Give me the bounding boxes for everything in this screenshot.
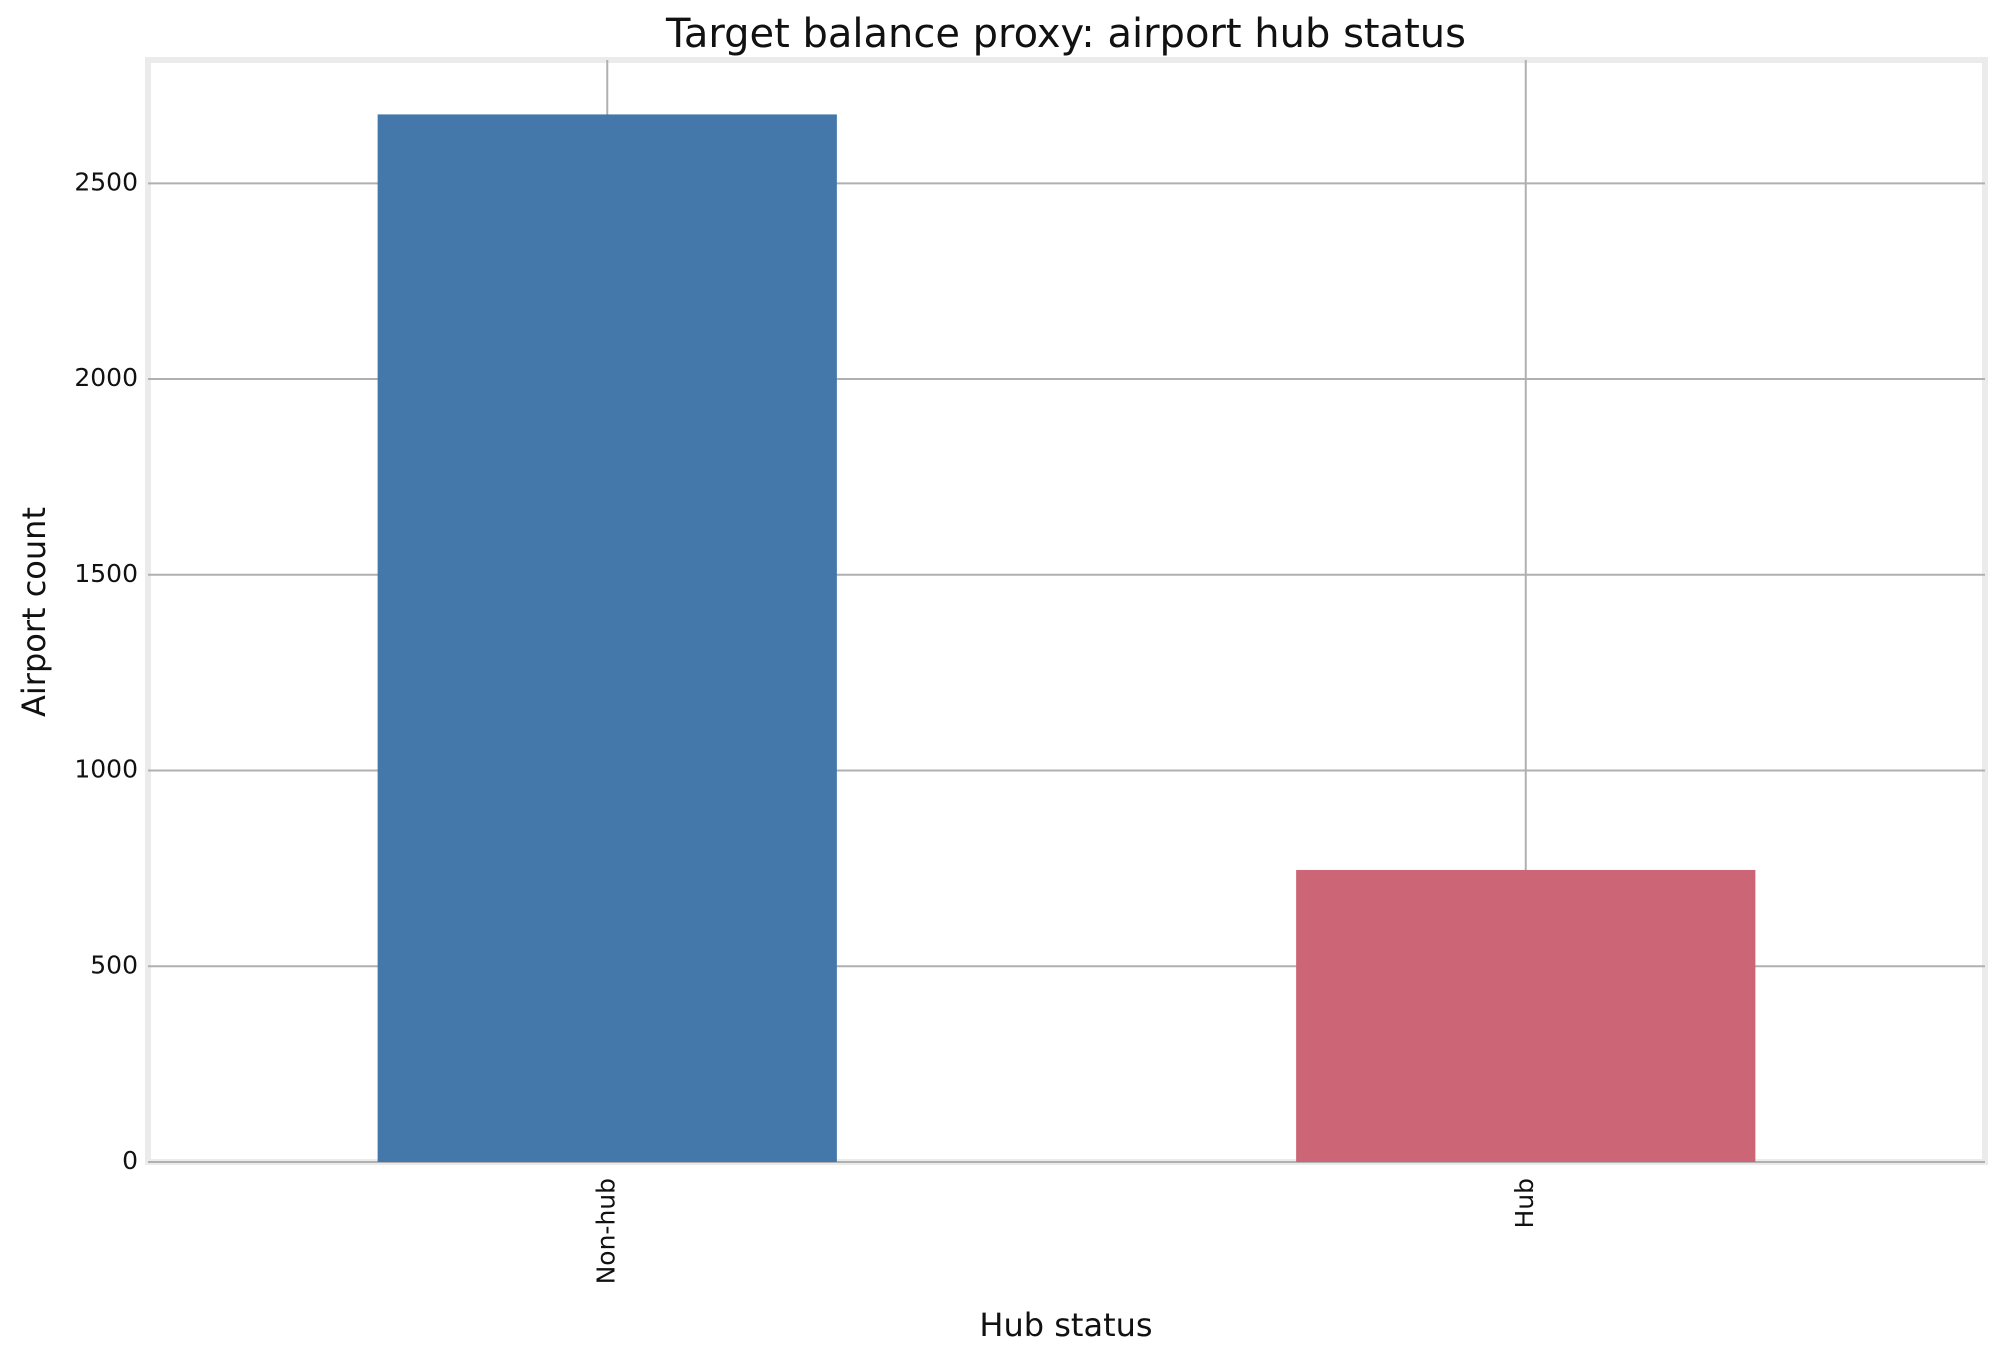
chart-title: Target balance proxy: airport hub status xyxy=(665,11,1466,57)
x-tick-label: Hub xyxy=(1510,1178,1539,1229)
y-tick-label: 2500 xyxy=(74,167,138,196)
bar xyxy=(1296,869,1756,1162)
y-tick-label: 1000 xyxy=(74,755,138,784)
x-axis-label: Hub status xyxy=(979,1306,1152,1344)
y-tick-label: 0 xyxy=(122,1146,138,1175)
y-tick-label: 2000 xyxy=(74,363,138,392)
bars xyxy=(377,114,1756,1162)
x-tick-label: Non-hub xyxy=(591,1178,620,1284)
bar xyxy=(377,114,837,1162)
y-tick-label: 1500 xyxy=(74,559,138,588)
y-tick-label: 500 xyxy=(90,950,138,979)
y-axis-label: Airport count xyxy=(15,507,53,717)
